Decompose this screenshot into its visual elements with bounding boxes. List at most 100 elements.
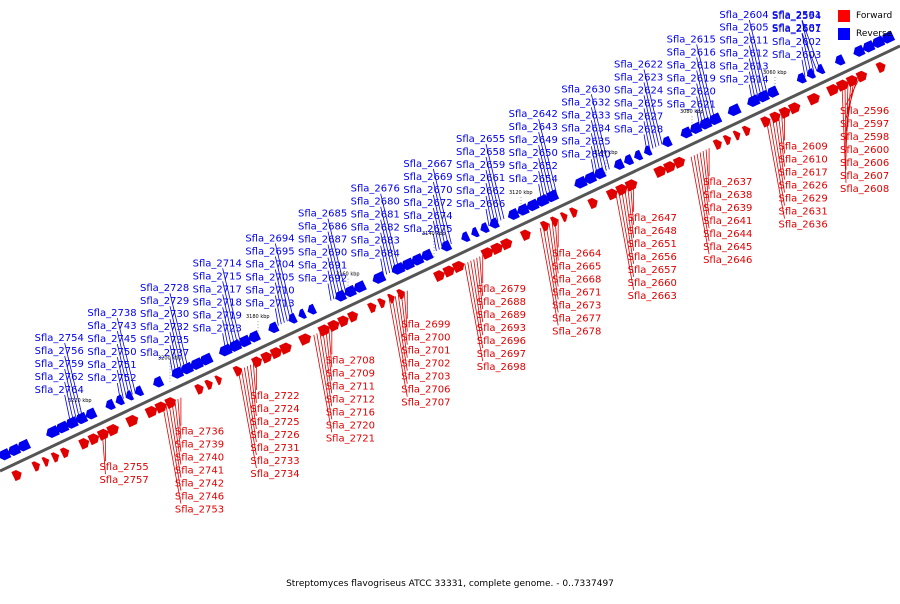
leader-line (841, 85, 847, 183)
reverse-gene-label: Sfla_2730 (140, 309, 189, 320)
leader-line (769, 119, 785, 206)
reverse-gene-arrow (545, 189, 560, 203)
reverse-gene-label: Sfla_2710 (245, 285, 294, 296)
reverse-gene-label: Sfla_2704 (245, 259, 294, 270)
leader-line (116, 317, 136, 394)
reverse-gene-label: Sfla_2754 (35, 333, 84, 344)
reverse-gene-label: Sfla_2623 (614, 72, 663, 83)
forward-gene-label: Sfla_2689 (477, 310, 526, 321)
reverse-gene-label: Sfla_2752 (87, 373, 136, 384)
forward-gene-label: Sfla_2656 (628, 252, 677, 263)
reverse-gene-label: Sfla_2624 (614, 85, 663, 96)
reverse-gene-arrow (125, 390, 135, 401)
reverse-gene-label: Sfla_2723 (193, 323, 242, 334)
reverse-gene-arrow (353, 280, 367, 293)
leader-line (621, 189, 635, 264)
leader-line (693, 155, 710, 242)
forward-gene-label: Sfla_2720 (326, 420, 375, 431)
reverse-gene-label: Sfla_2695 (245, 246, 294, 257)
leader-line (542, 226, 559, 313)
forward-gene-arrow (559, 212, 568, 223)
leader-line (274, 308, 279, 326)
leader-line (168, 403, 182, 478)
leader-line (249, 364, 257, 416)
forward-gene-arrow (451, 260, 465, 274)
reverse-gene-arrow (335, 289, 348, 302)
leader-line (274, 282, 285, 323)
reverse-gene-label: Sfla_2728 (140, 283, 189, 294)
forward-gene-arrow (125, 414, 139, 428)
gene-arrows (0, 30, 896, 482)
forward-gene-label: Sfla_2733 (250, 456, 299, 467)
leader-line (397, 294, 408, 358)
forward-gene-arrow (251, 356, 263, 368)
reverse-gene-arrow (421, 248, 434, 261)
leader-line (624, 187, 635, 251)
leader-line (643, 121, 651, 151)
reverse-gene-arrow (401, 257, 416, 271)
reverse-gene-label: Sfla_2613 (719, 62, 768, 73)
forward-gene-arrow (106, 424, 119, 437)
reverse-gene-label: Sfla_2587 (772, 23, 821, 34)
forward-gene-label: Sfla_2740 (175, 453, 224, 464)
leader-line (539, 227, 559, 326)
reverse-gene-label: Sfla_2654 (509, 174, 558, 185)
reverse-gene-label: Sfla_2614 (719, 75, 768, 86)
reverse-gene-label: Sfla_2649 (509, 135, 558, 146)
forward-gene-arrow (722, 134, 732, 146)
reverse-gene-arrow (862, 40, 876, 53)
reverse-gene-arrow (228, 339, 243, 352)
forward-gene-label: Sfla_2638 (703, 190, 752, 201)
leader-line (388, 299, 408, 397)
forward-gene-label: Sfla_2629 (779, 194, 828, 205)
forward-gene-label: Sfla_2736 (175, 427, 224, 438)
reverse-gene-arrow (727, 103, 742, 117)
leader-line (538, 119, 558, 195)
leader-line (327, 218, 347, 294)
forward-gene-label: Sfla_2660 (628, 278, 677, 289)
leader-line (432, 207, 443, 249)
reverse-gene-label: Sfla_2735 (140, 335, 189, 346)
reverse-gene-label: Sfla_2667 (403, 159, 452, 170)
leader-line (174, 400, 182, 452)
forward-gene-label: Sfla_2597 (840, 119, 889, 130)
reverse-gene-label: Sfla_2764 (35, 385, 84, 396)
forward-gene-label: Sfla_2702 (401, 359, 450, 370)
reverse-gene-label: Sfla_2659 (456, 160, 505, 171)
genome-backbone (0, 44, 900, 473)
leader-line (696, 57, 713, 122)
reverse-gene-label: Sfla_2655 (456, 134, 505, 145)
forward-gene-label: Sfla_2746 (175, 492, 224, 503)
leader-line (246, 366, 257, 429)
forward-gene-arrow (480, 247, 494, 260)
reverse-gene-label: Sfla_2714 (193, 258, 242, 269)
forward-gene-arrow (605, 188, 618, 201)
reverse-gene-label: Sfla_2630 (561, 84, 610, 95)
leader-line (116, 370, 124, 399)
forward-gene-label: Sfla_2688 (477, 297, 526, 308)
leader-line (380, 219, 394, 272)
reverse-gene-label: Sfla_2681 (351, 210, 400, 221)
leader-line (316, 333, 333, 420)
forward-gene-label: Sfla_2607 (840, 171, 889, 182)
reverse-gene-label: Sfla_2682 (351, 223, 400, 234)
forward-gene-arrow (269, 347, 282, 360)
forward-gene-label: Sfla_2742 (175, 479, 224, 490)
reverse-gene-label: Sfla_2715 (193, 271, 242, 282)
reverse-gene-arrow (834, 54, 846, 66)
forward-gene-label: Sfla_2678 (552, 326, 601, 337)
forward-gene-arrow (78, 438, 90, 450)
forward-gene-arrow (194, 384, 204, 395)
leader-line (327, 270, 335, 300)
reverse-gene-label: Sfla_2620 (667, 87, 716, 98)
forward-gene-label: Sfla_2711 (326, 381, 375, 392)
reverse-gene-arrow (756, 89, 770, 103)
leader-line (313, 334, 333, 433)
reverse-gene-label: Sfla_2652 (509, 161, 558, 172)
reverse-gene-label: Sfla_2581 (772, 10, 821, 21)
reverse-gene-label: Sfla_2666 (456, 199, 505, 210)
forward-gene-arrow (327, 319, 340, 332)
reverse-gene-arrow (307, 303, 317, 315)
forward-gene-label: Sfla_2600 (840, 145, 889, 156)
leader-line (169, 293, 189, 369)
